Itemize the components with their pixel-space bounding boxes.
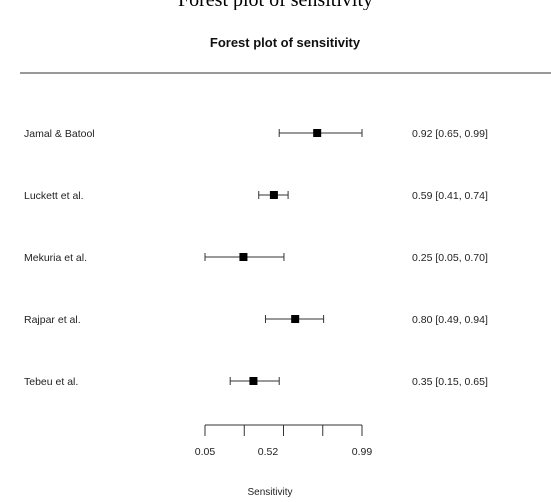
study-row: Tebeu et al. 0.35 [0.15, 0.65] xyxy=(24,376,488,388)
clipped-heading: Forest plot of sensitivity xyxy=(0,0,551,10)
point-estimate xyxy=(239,253,248,261)
tick-label: 0.52 xyxy=(258,446,279,458)
estimate-text: 0.59 [0.41, 0.74] xyxy=(412,190,488,202)
study-label: Tebeu et al. xyxy=(24,376,78,388)
study-label: Rajpar et al. xyxy=(24,314,81,326)
estimate-text: 0.35 [0.15, 0.65] xyxy=(412,376,488,388)
x-axis: 0.05 0.52 0.99 xyxy=(195,424,373,458)
study-label: Mekuria et al. xyxy=(24,252,87,264)
study-rows: Jamal & Batool 0.92 [0.65, 0.99] Luckett e… xyxy=(24,128,488,388)
study-row: Jamal & Batool 0.92 [0.65, 0.99] xyxy=(24,128,488,140)
clipped-heading-text: Forest plot of sensitivity xyxy=(0,0,551,10)
study-label: Jamal & Batool xyxy=(24,128,95,140)
study-row: Luckett et al. 0.59 [0.41, 0.74] xyxy=(24,190,488,202)
study-row: Mekuria et al. 0.25 [0.05, 0.70] xyxy=(24,252,488,264)
study-row: Rajpar et al. 0.80 [0.49, 0.94] xyxy=(24,314,488,326)
point-estimate xyxy=(291,315,300,323)
point-estimate xyxy=(249,377,258,385)
estimate-text: 0.25 [0.05, 0.70] xyxy=(412,252,488,264)
estimate-text: 0.80 [0.49, 0.94] xyxy=(412,314,488,326)
point-estimate xyxy=(269,191,278,199)
study-label: Luckett et al. xyxy=(24,190,84,202)
tick-label: 0.05 xyxy=(195,446,216,458)
estimate-text: 0.92 [0.65, 0.99] xyxy=(412,128,488,140)
x-axis-label: Sensitivity xyxy=(247,487,292,498)
point-estimate xyxy=(313,129,322,137)
tick-label: 0.99 xyxy=(352,446,373,458)
chart-title: Forest plot of sensitivity xyxy=(210,35,361,50)
